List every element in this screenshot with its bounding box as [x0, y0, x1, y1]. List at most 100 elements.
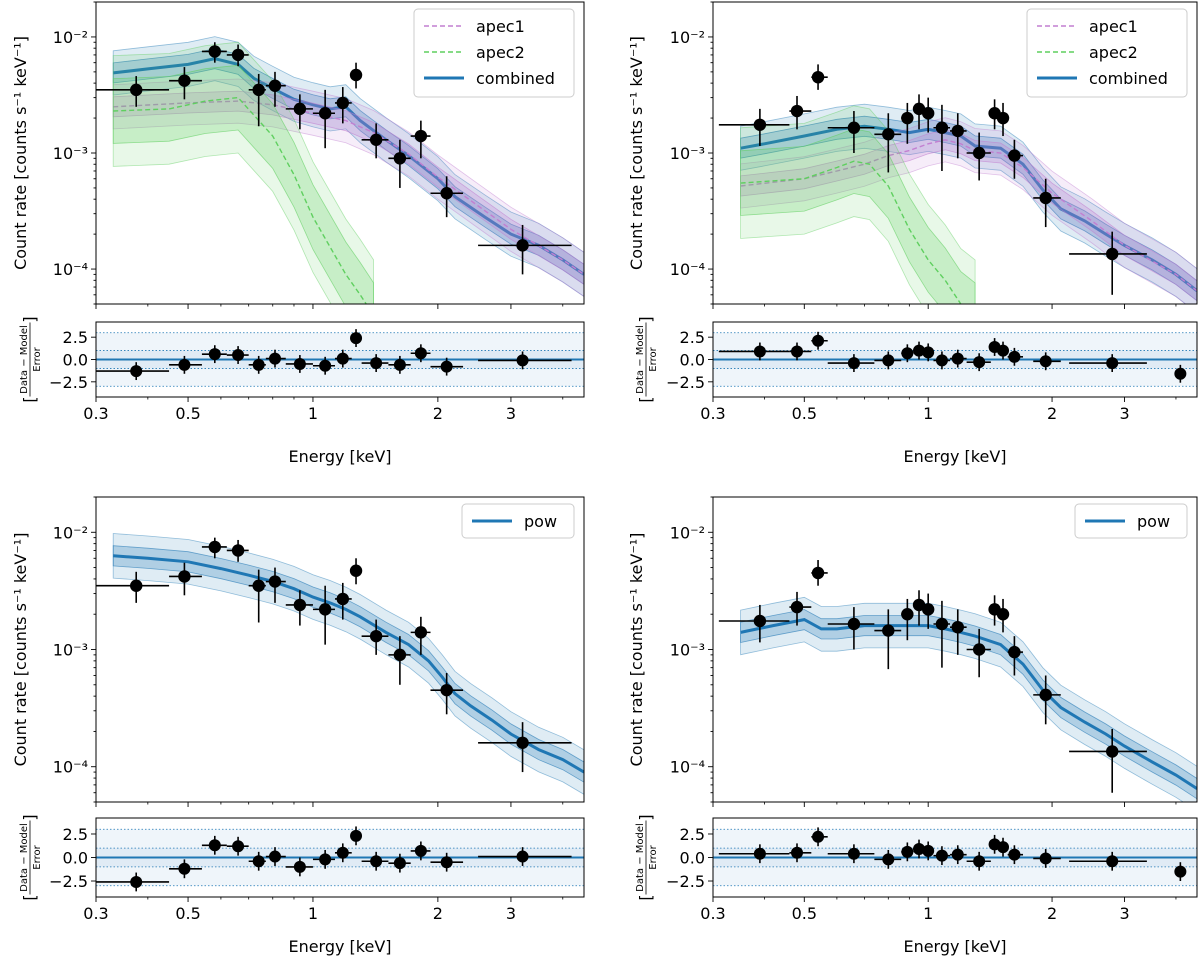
data-marker — [336, 96, 349, 110]
data-point — [827, 607, 875, 650]
resid-marker — [252, 855, 265, 868]
resid-point — [430, 357, 464, 376]
residual-panel: 2.5 0.0 −2.5 Data − Model Error [] 0.3 0.5 1 2 3 En… — [19, 316, 585, 466]
data-marker — [293, 102, 307, 116]
data-point — [912, 94, 926, 130]
x-tick-label: 2 — [433, 904, 443, 923]
resid-point — [478, 847, 572, 866]
residual-panel: 2.5 0.0 −2.5 Data − Model Error [] 0.3 0.5 1 2 3 En… — [19, 814, 585, 956]
main-plot-area — [96, 36, 584, 304]
resid-marker — [293, 860, 306, 873]
x-tick-label: 0.3 — [700, 404, 725, 423]
resid-marker — [1008, 350, 1021, 363]
legend: pow — [461, 503, 575, 539]
resid-point — [201, 345, 227, 364]
resid-label-bracket-right: ] — [20, 814, 39, 820]
resid-marker — [997, 344, 1010, 357]
data-marker — [318, 107, 332, 120]
legend-label-apec1: apec1 — [476, 17, 525, 36]
resid-point — [950, 349, 967, 368]
x-tick-label: 1 — [308, 904, 318, 923]
data-point — [996, 598, 1010, 633]
data-marker — [293, 598, 307, 612]
resid-marker — [935, 354, 948, 367]
resid-marker — [130, 365, 143, 378]
model-band-apec2-2 — [740, 128, 976, 304]
y-tick-label: 10⁻⁴ — [53, 758, 88, 777]
residual-panel: 2.5 0.0 −2.5 Data − Model Error [] 0.3 0.5 1 2 3 En… — [635, 316, 1198, 466]
data-point — [201, 537, 227, 559]
resid-point — [285, 857, 313, 877]
resid-label-denominator: Error — [32, 346, 43, 371]
resid-marker — [791, 345, 804, 358]
resid-y-tick-label: 2.5 — [63, 328, 88, 347]
data-marker — [1008, 645, 1021, 659]
data-point — [1033, 178, 1061, 228]
y-tick-label: 10⁻⁴ — [53, 260, 88, 279]
resid-point — [410, 841, 431, 861]
resid-point — [966, 353, 991, 372]
model-line-apec2 — [740, 160, 962, 304]
resid-label-denominator: Error — [32, 844, 43, 869]
data-point — [96, 76, 170, 107]
data-point — [312, 585, 335, 645]
data-point — [334, 87, 352, 124]
resid-marker — [1106, 357, 1119, 370]
resid-point — [334, 349, 352, 368]
data-point — [966, 628, 991, 678]
resid-y-tick-label: 0.0 — [680, 849, 705, 868]
legend: pow — [1074, 503, 1188, 539]
resid-point — [226, 836, 249, 856]
resid-point — [265, 847, 286, 866]
resid-y-tick-label: −2.5 — [666, 373, 705, 392]
legend-label-pow: pow — [1137, 512, 1170, 531]
resid-point — [922, 841, 935, 861]
data-marker — [414, 129, 428, 143]
data-marker — [951, 620, 964, 634]
data-point — [334, 582, 352, 620]
resid-point — [718, 342, 790, 361]
resid-marker — [1039, 852, 1052, 865]
resid-marker — [847, 357, 860, 370]
model-band-apec1-2 — [740, 129, 1197, 302]
y-tick-label: 10⁻² — [670, 523, 705, 542]
data-point — [811, 560, 828, 586]
model-band-apec2-2 — [112, 64, 374, 304]
data-marker — [414, 626, 428, 639]
model-band-apec2-1 — [740, 105, 976, 304]
data-point — [388, 636, 411, 685]
resid-marker — [516, 850, 529, 863]
data-marker — [1174, 309, 1186, 321]
resid-point — [827, 844, 875, 864]
model-band-combined-1 — [112, 36, 584, 297]
resid-marker — [293, 357, 306, 370]
legend: apec1 apec2 combined — [1026, 8, 1188, 98]
legend-box — [413, 8, 575, 98]
data-point — [921, 593, 935, 629]
data-marker — [231, 48, 245, 62]
y-tick-label: 10⁻² — [53, 523, 88, 542]
resid-marker — [178, 862, 191, 875]
resid-label-numerator: Data − Model — [19, 325, 30, 394]
resid-marker — [232, 840, 245, 853]
resid-y-tick-label: 0.0 — [63, 849, 88, 868]
resid-marker — [414, 844, 427, 857]
data-point — [248, 73, 266, 127]
resid-label-bracket-left: [ — [20, 396, 39, 402]
data-point — [201, 42, 227, 63]
resid-point — [350, 329, 363, 347]
data-marker — [972, 146, 986, 160]
data-point — [996, 102, 1010, 137]
data-marker — [811, 566, 825, 580]
legend-label-pow: pow — [524, 512, 557, 531]
resid-marker — [951, 848, 964, 861]
y-tick-label: 10⁻³ — [53, 144, 88, 163]
resid-point — [169, 859, 202, 879]
y-tick-label: 10⁻² — [670, 28, 705, 47]
data-marker — [1106, 247, 1119, 261]
data-marker — [882, 624, 895, 637]
x-axis-label: Energy [keV] — [288, 937, 391, 956]
resid-marker — [973, 855, 986, 868]
chart-panel-top-left: 10⁻² 10⁻³ 10⁻⁴ Count rate [counts s⁻¹ keV⁻¹… — [11, 1, 585, 466]
